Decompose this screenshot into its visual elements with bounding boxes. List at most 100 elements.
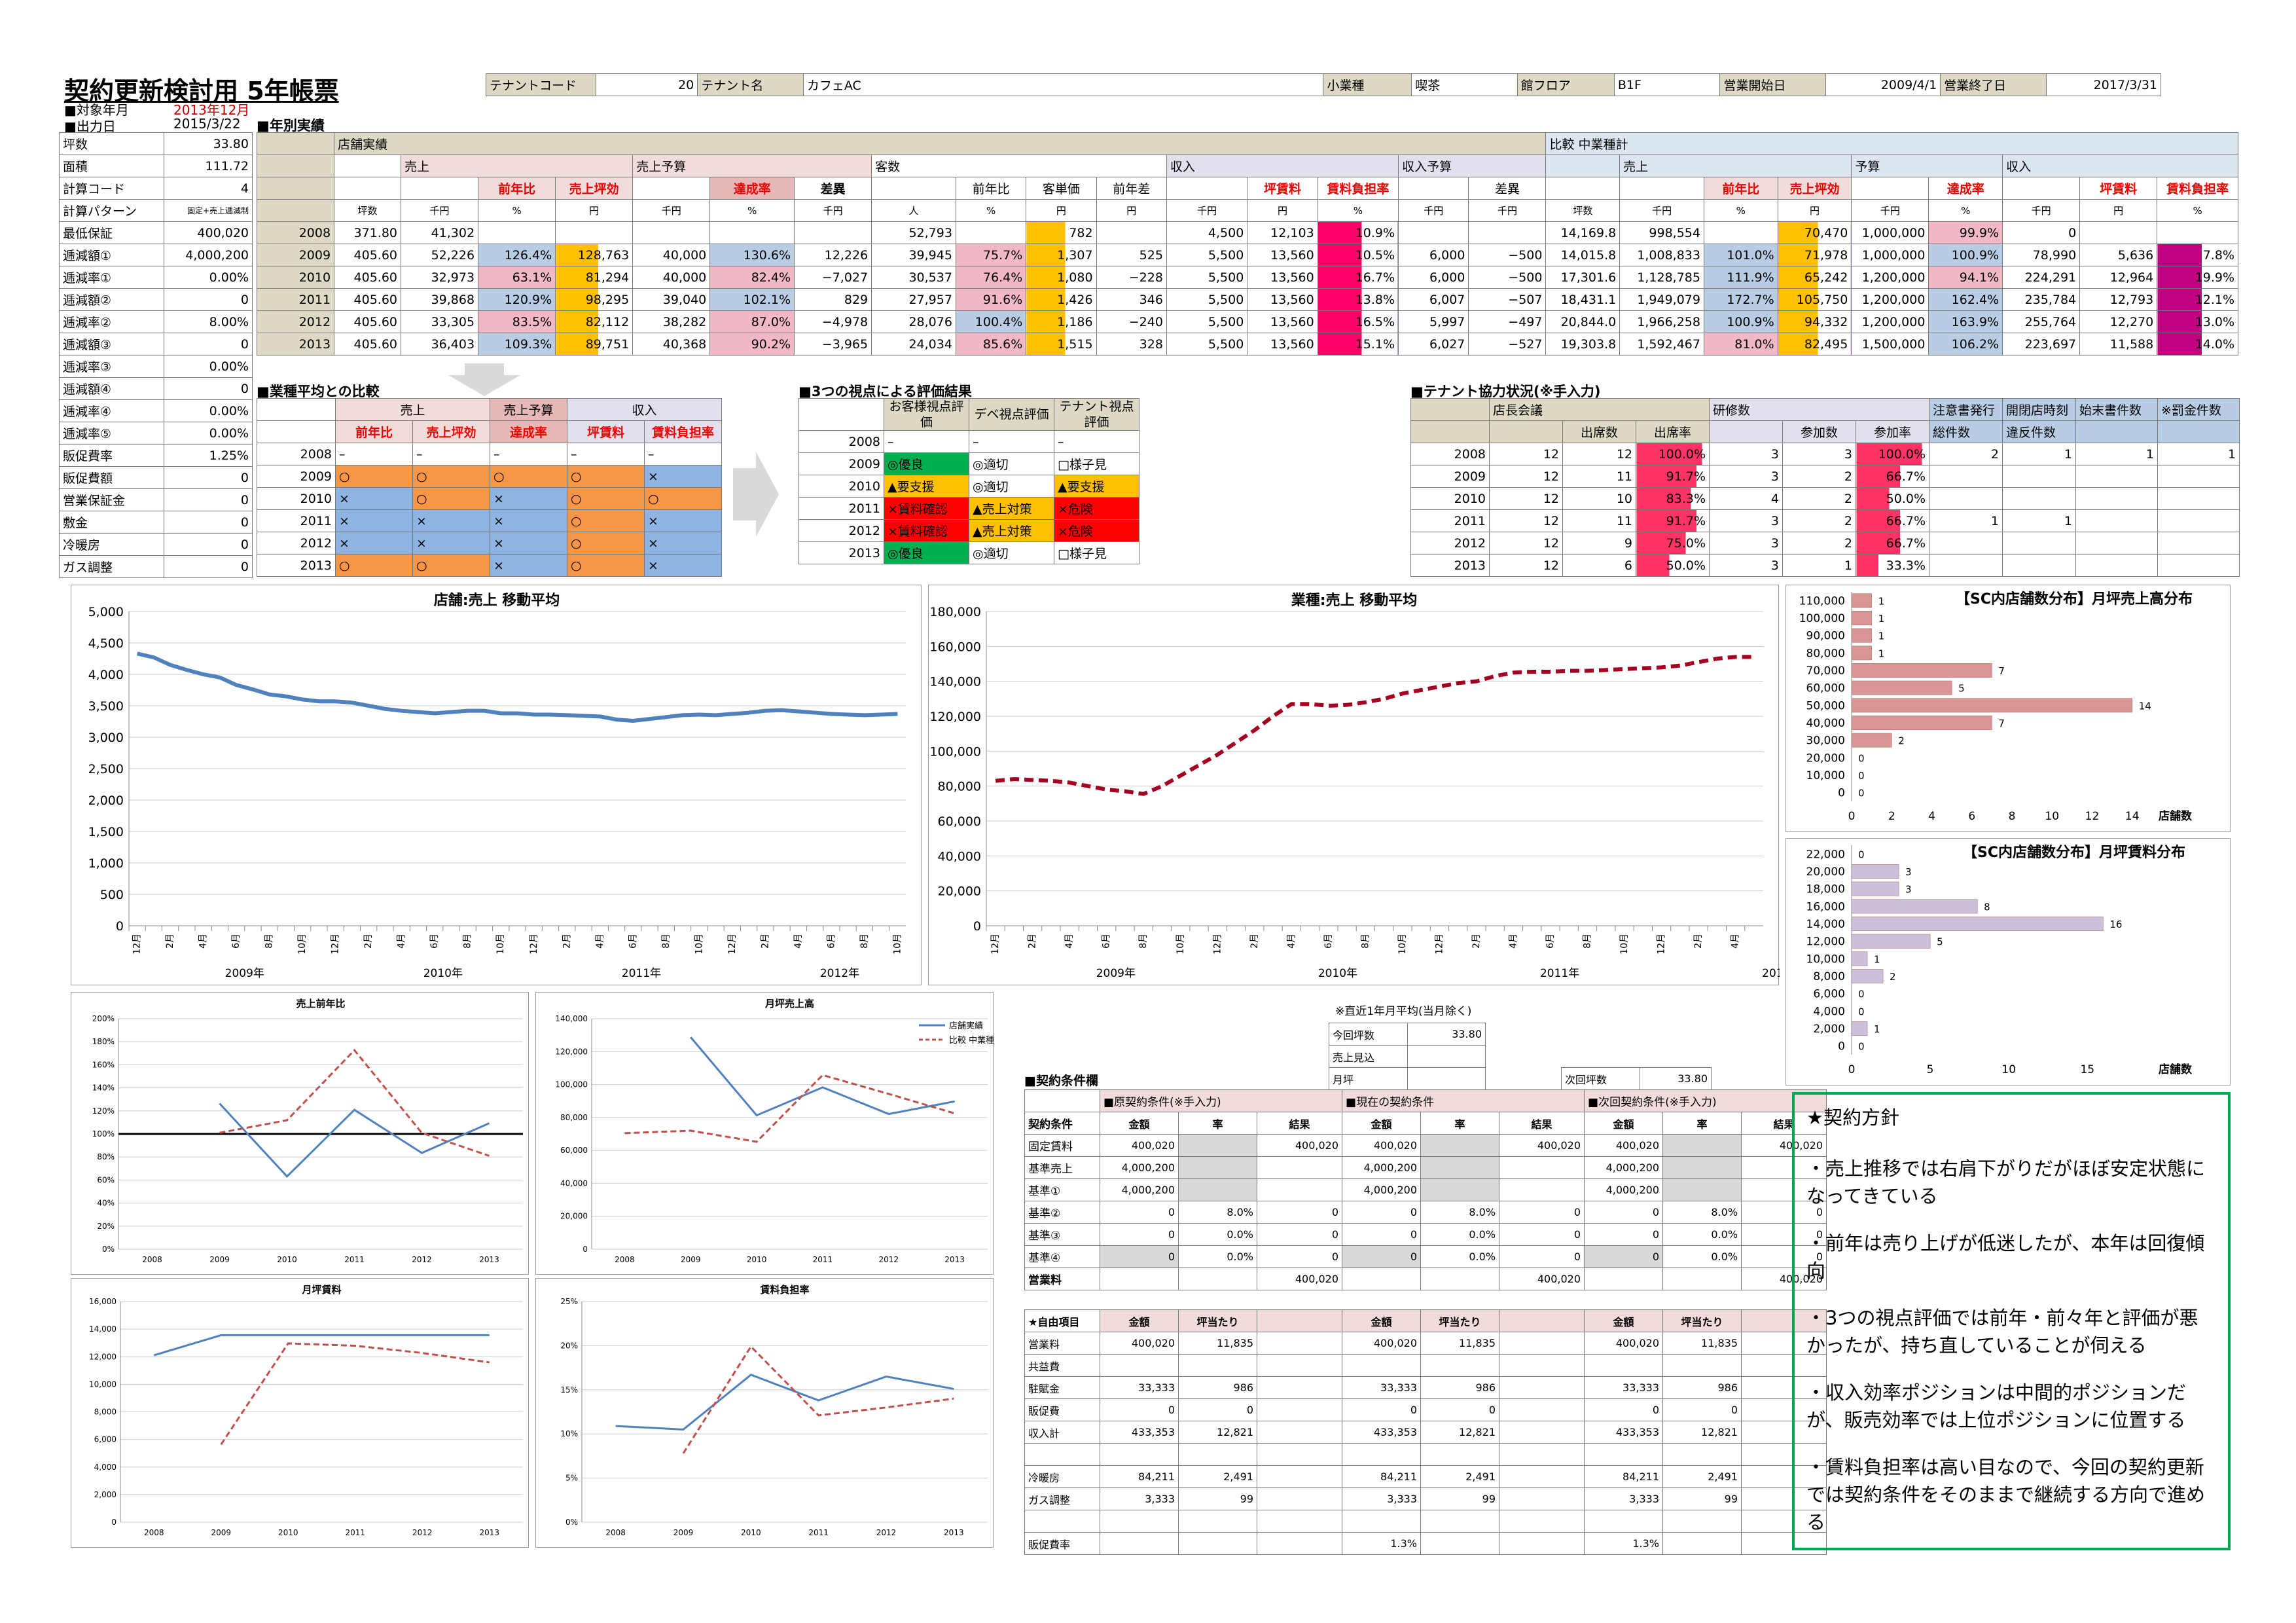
tv-row: 2008– – –	[798, 430, 1139, 453]
ind-cell: ×	[490, 487, 568, 510]
x-tick-label: 2月	[1471, 934, 1482, 949]
param-value: 0	[164, 288, 253, 311]
x-tick-label: 10月	[1619, 934, 1630, 955]
annual-cell: 91.6%	[955, 288, 1027, 311]
tv-row: 2009 ◎優良 ◎適切 □様子見	[798, 452, 1139, 475]
series-line	[219, 1048, 490, 1157]
tv-cell: ▲売上対策	[969, 497, 1054, 520]
annual-cell: 109.3%	[478, 333, 556, 356]
category-label: 60,000	[1806, 682, 1845, 695]
annual-row: 2013 405.60 36,403 109.3% 89,751 40,368 90.2% −…	[256, 333, 2238, 356]
x-tick-label: 2013	[479, 1255, 499, 1264]
annual-cell: 78,990	[2002, 244, 2081, 266]
free-cell	[1499, 1354, 1585, 1377]
data-label: 1	[1878, 613, 1885, 625]
contract-row: 契約条件 金額率結果 金額率結果 金額率結果	[1024, 1112, 1827, 1135]
y-tick-label: 3,000	[88, 731, 124, 745]
param-value: 0	[164, 466, 253, 489]
param-label: 冷暖房	[59, 533, 164, 556]
bar	[1851, 1021, 1868, 1036]
free-cell	[1420, 1443, 1499, 1466]
contract-cell: 金額	[1100, 1112, 1179, 1135]
y-tick-label: 8,000	[94, 1408, 117, 1417]
unit-cell: %	[1928, 199, 2003, 222]
annual-cell: 41,302	[401, 221, 479, 244]
coop-table: 店長会議 研修数 注意書発行 開閉店時刻 始末書件数 ※罰金件数 出席数 出席率 参加数 参加率総…	[1410, 398, 2240, 577]
annual-cell: 1,080	[1026, 266, 1097, 289]
ind-cell: ○	[412, 465, 491, 488]
annual-cell: 15.1%	[1317, 333, 1399, 356]
y-tick-label: 100%	[92, 1129, 115, 1139]
annual-cell: −500	[1468, 266, 1547, 289]
y-tick-label: 3,500	[88, 699, 124, 714]
param-value: 固定+売上逓減制	[164, 199, 253, 222]
coop-cell: 11	[1562, 465, 1636, 488]
x-tick-label: 10月	[1397, 934, 1408, 955]
free-cell	[1178, 1510, 1257, 1533]
y-tick-label: 80%	[97, 1152, 115, 1161]
annual-cell	[555, 221, 634, 244]
annual-cell: 128,763	[555, 244, 634, 266]
coop-cell: 1	[1782, 554, 1857, 577]
annual-cell: 12,964	[2079, 266, 2158, 289]
coop-cell: 66.7%	[1856, 465, 1930, 488]
unit-cell: 千円	[1468, 199, 1547, 222]
annual-cell: 5,500	[1166, 310, 1248, 333]
contract-cell: 0	[1584, 1223, 1664, 1246]
ind-cell: –	[567, 443, 645, 465]
compare-label: 比較 中業種計	[1545, 132, 2238, 155]
category-label: 80,000	[1806, 647, 1845, 660]
ind-subhead: 売上坪効	[412, 420, 491, 443]
y-tick-label: 15%	[560, 1385, 578, 1395]
annual-cell: 52,793	[871, 221, 956, 244]
annual-cell: 346	[1096, 288, 1167, 311]
subhead: 前年差	[1096, 177, 1167, 200]
data-label: 1	[1874, 953, 1880, 965]
y-tick-label: 0	[583, 1245, 588, 1254]
chart-title: 店舗:売上 移動平均	[434, 592, 560, 609]
coop-cell	[1929, 554, 2003, 577]
chart-title: 売上前年比	[296, 998, 345, 1010]
legend-label: 店舗実績	[949, 1021, 983, 1031]
x-tick-label: 4月	[1508, 934, 1518, 949]
output-label: ■出力日	[64, 119, 116, 134]
ind-cell: ○	[567, 532, 645, 555]
free-cell	[1178, 1354, 1257, 1377]
contract-cell: 0	[1741, 1223, 1827, 1246]
tv-row: 2010 ▲要支援 ◎適切 ▲要支援	[798, 475, 1139, 498]
coop-head: ※罰金件数	[2157, 398, 2240, 421]
annual-cell: 1,200,000	[1851, 266, 1929, 289]
free-sub: 坪当たり	[1420, 1309, 1499, 1332]
category-label: 18,000	[1806, 883, 1845, 896]
param-label: 逓減額②	[59, 288, 164, 311]
y-tick-label: 140,000	[555, 1014, 588, 1023]
annual-cell: 16.7%	[1317, 266, 1399, 289]
coop-cell: 9	[1562, 532, 1636, 555]
annual-cell: 405.60	[334, 244, 402, 266]
annual-cell: 14,015.8	[1545, 244, 1621, 266]
annual-cell: 14,169.8	[1545, 221, 1621, 244]
series-line	[615, 1374, 954, 1431]
contract-conditions-table: ■原契約条件(※手入力) ■現在の契約条件 ■次回契約条件(※手入力) 契約条件 金額率…	[1024, 1089, 1827, 1290]
annual-cell: 99.9%	[1928, 221, 2003, 244]
annual-cell: 5,500	[1166, 288, 1248, 311]
contract-col-head: ■次回契約条件(※手入力)	[1584, 1089, 1827, 1112]
free-cell	[1662, 1354, 1742, 1377]
rent-burden-panel: 賃料負担率 0% 5% 10% 15% 20% 25% 2008 2009 2010 2011 201…	[535, 1278, 994, 1548]
contract-cell	[1584, 1267, 1664, 1290]
tv-cell: 2011	[798, 497, 884, 520]
param-row: 敷金 0	[59, 511, 253, 534]
y-tick-label: 20%	[97, 1222, 115, 1231]
annual-cell: 235,784	[2002, 288, 2081, 311]
industry-compare-table: 売上 売上予算 収入 前年比 売上坪効 達成率 坪賃料 賃料負担率 2008– – – – –2009 ○…	[257, 398, 723, 577]
x-tick-label: 2012	[412, 1255, 432, 1264]
annual-cell: 6,000	[1398, 244, 1469, 266]
free-cell	[1662, 1443, 1742, 1466]
param-row: 最低保証 400,020	[59, 221, 253, 244]
data-label: 3	[1905, 866, 1912, 878]
contract-cell: 0.0%	[1178, 1223, 1257, 1246]
tv-cell: –	[884, 430, 969, 453]
annual-cell: 82.4%	[709, 266, 795, 289]
x-tick-label: 8月	[859, 934, 870, 949]
annual-cell: 1,426	[1026, 288, 1097, 311]
